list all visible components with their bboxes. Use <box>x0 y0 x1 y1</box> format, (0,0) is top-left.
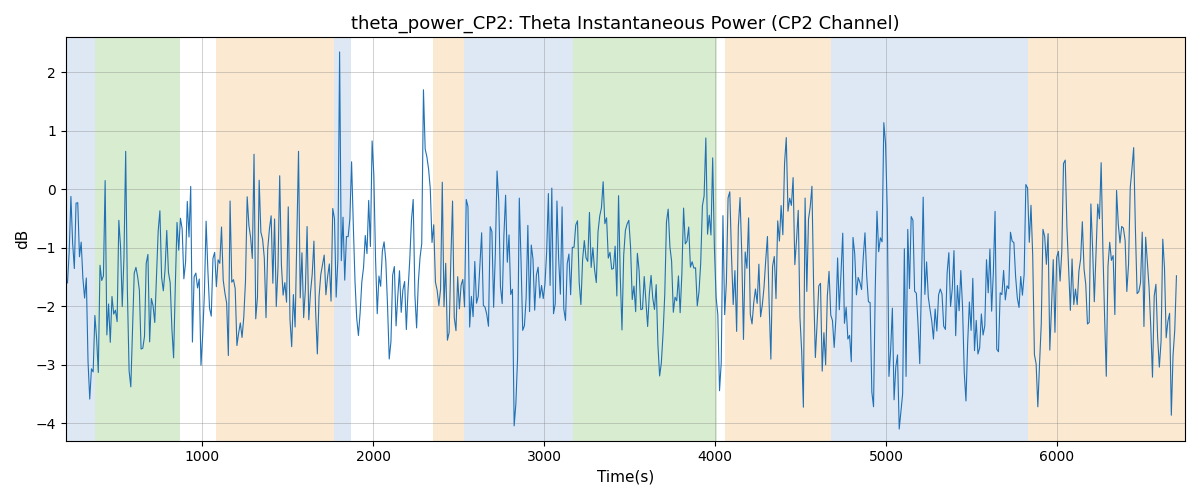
Y-axis label: dB: dB <box>16 229 30 249</box>
Bar <box>433 38 464 440</box>
Bar <box>216 38 334 440</box>
Bar <box>66 38 95 440</box>
Bar <box>725 38 832 440</box>
Bar <box>1027 38 1184 440</box>
X-axis label: Time(s): Time(s) <box>596 470 654 485</box>
Bar <box>574 38 716 440</box>
Bar <box>95 38 180 440</box>
Bar <box>490 38 574 440</box>
Bar <box>832 38 1027 440</box>
Bar <box>334 38 352 440</box>
Bar <box>464 38 490 440</box>
Title: theta_power_CP2: Theta Instantaneous Power (CP2 Channel): theta_power_CP2: Theta Instantaneous Pow… <box>352 15 900 34</box>
